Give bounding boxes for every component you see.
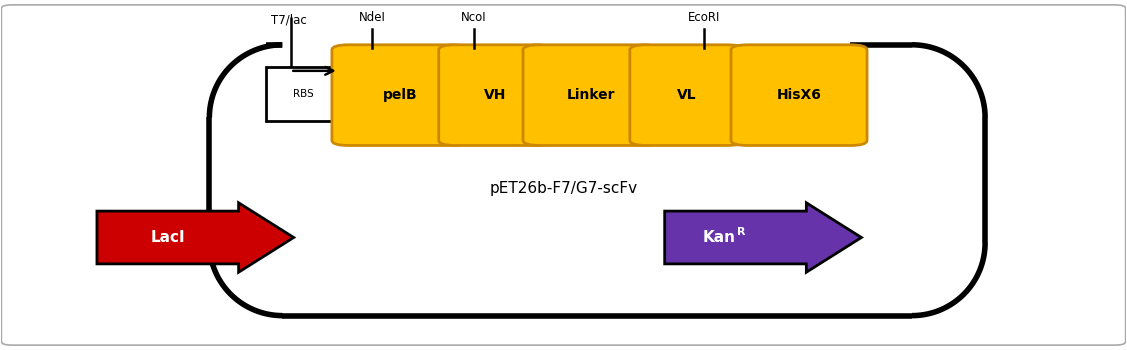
Text: LacI: LacI bbox=[151, 230, 185, 245]
Text: EcoRI: EcoRI bbox=[687, 11, 720, 24]
Text: RBS: RBS bbox=[293, 89, 314, 99]
Text: pelB: pelB bbox=[382, 88, 417, 102]
FancyBboxPatch shape bbox=[630, 45, 744, 146]
Text: Linker: Linker bbox=[567, 88, 615, 102]
FancyBboxPatch shape bbox=[523, 45, 659, 146]
Text: R: R bbox=[737, 227, 745, 237]
Text: HisX6: HisX6 bbox=[777, 88, 822, 102]
FancyBboxPatch shape bbox=[266, 67, 341, 121]
Text: T7/lac: T7/lac bbox=[272, 14, 307, 27]
FancyBboxPatch shape bbox=[332, 45, 468, 146]
Text: VH: VH bbox=[485, 88, 507, 102]
FancyBboxPatch shape bbox=[731, 45, 867, 146]
Text: NdeI: NdeI bbox=[358, 11, 385, 24]
Polygon shape bbox=[665, 203, 861, 272]
Text: VL: VL bbox=[677, 88, 696, 102]
Text: pET26b-F7/G7-scFv: pET26b-F7/G7-scFv bbox=[489, 181, 638, 196]
Text: Kan: Kan bbox=[702, 230, 736, 245]
FancyBboxPatch shape bbox=[1, 5, 1126, 345]
Polygon shape bbox=[97, 203, 294, 272]
Text: NcoI: NcoI bbox=[461, 11, 487, 24]
FancyBboxPatch shape bbox=[438, 45, 552, 146]
